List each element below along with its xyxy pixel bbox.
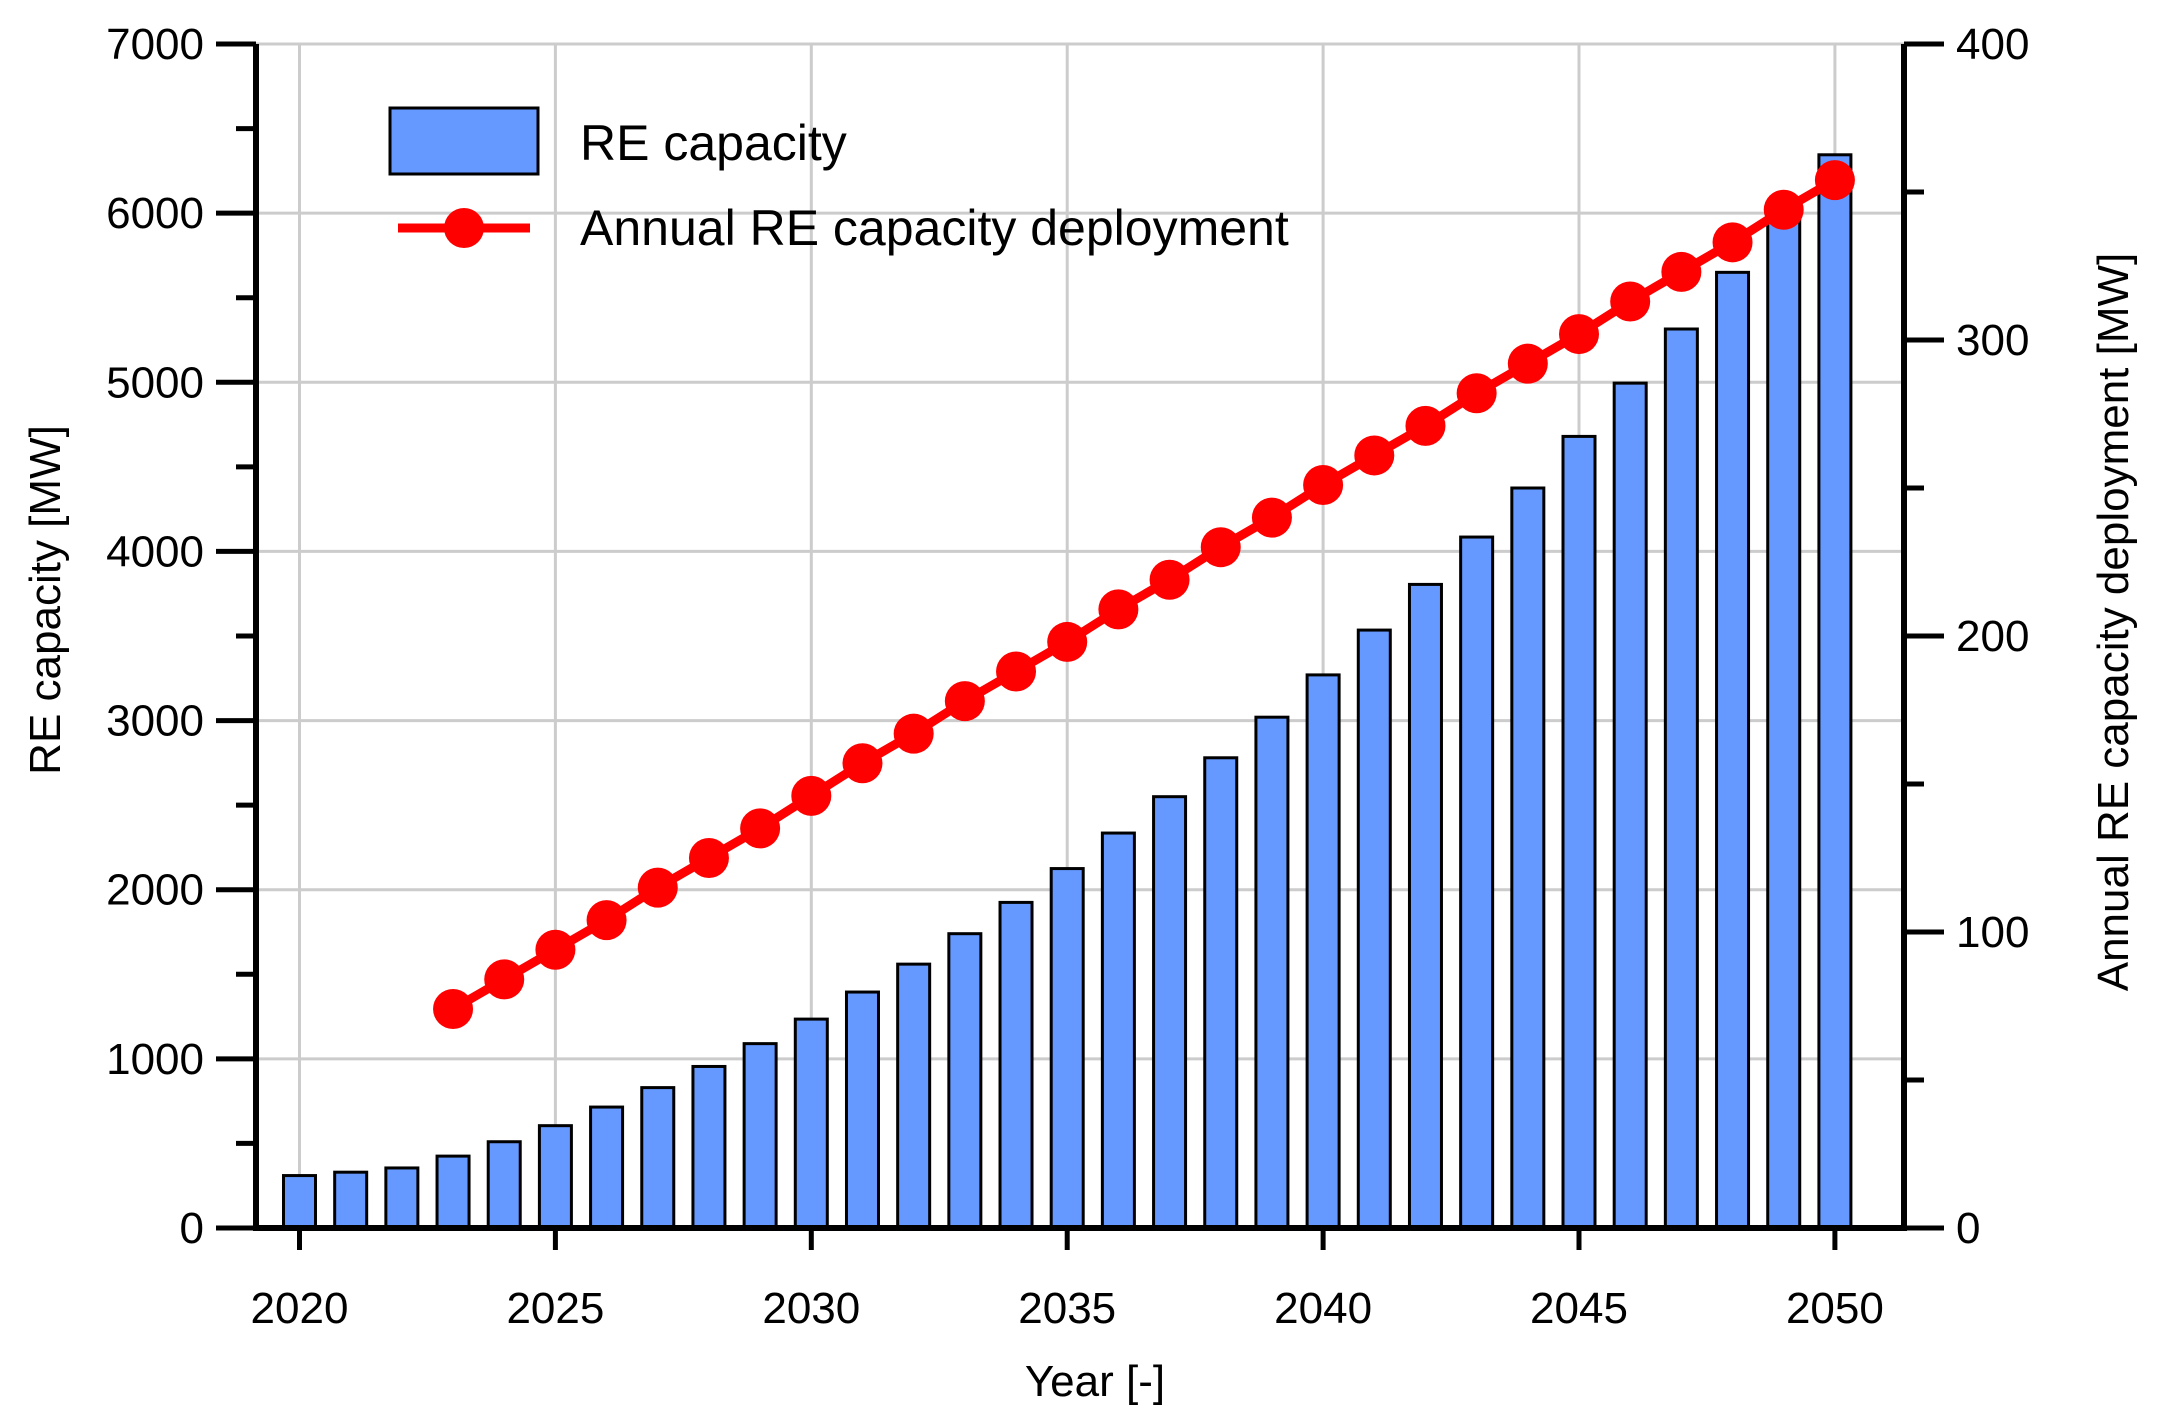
bar-2038 (1203, 756, 1239, 1230)
deployment-marker-2033 (944, 681, 985, 722)
left-tick-label: 7000 (106, 20, 204, 69)
deployment-marker-2044 (1507, 343, 1548, 384)
bar-2027 (640, 1086, 676, 1230)
bar-2024 (486, 1140, 522, 1230)
bar-2028 (691, 1064, 727, 1230)
deployment-marker-2024 (484, 959, 525, 1000)
bar-2029 (742, 1042, 778, 1230)
bar-2042 (1407, 582, 1443, 1230)
bar-2031 (844, 990, 880, 1230)
right-axis-title: Annual RE capacity deployment [MW] (2089, 253, 2138, 992)
deployment-marker-2041 (1354, 435, 1395, 476)
x-tick-label: 2050 (1786, 1284, 1884, 1333)
right-axis-ticks: 0 100 200 300 400 (1904, 20, 2029, 1253)
bar-2037 (1152, 795, 1188, 1230)
right-tick-label: 300 (1956, 316, 2029, 365)
bar-2046 (1612, 381, 1648, 1230)
bar-2021 (333, 1170, 369, 1230)
bar-2043 (1459, 535, 1495, 1230)
legend: RE capacity Annual RE capacity deploymen… (388, 106, 1289, 256)
bar-2020 (282, 1174, 318, 1230)
deployment-marker-2045 (1559, 314, 1600, 355)
left-tick-label: 4000 (106, 527, 204, 576)
bar-2040 (1305, 673, 1341, 1230)
deployment-marker-2040 (1303, 465, 1344, 506)
legend-label-re-capacity: RE capacity (580, 115, 847, 171)
right-tick-label: 100 (1956, 908, 2029, 957)
legend-label-annual-deployment: Annual RE capacity deployment (580, 200, 1289, 256)
deployment-line (450, 176, 1838, 1013)
bar-2023 (435, 1154, 471, 1230)
deployment-marker-2037 (1149, 559, 1190, 600)
bar-2026 (589, 1105, 625, 1230)
deployment-marker-2047 (1661, 251, 1702, 292)
bar-2045 (1561, 434, 1597, 1230)
left-tick-label: 0 (180, 1204, 204, 1253)
x-tick-label: 2035 (1018, 1284, 1116, 1333)
left-axis-ticks: 0 1000 2000 3000 4000 5000 6000 7000 (106, 20, 256, 1253)
deployment-marker-2031 (842, 743, 883, 784)
deployment-marker-2035 (1047, 621, 1088, 662)
bar-2033 (947, 932, 983, 1230)
deployment-marker-2023 (433, 988, 474, 1029)
line-series-annual-deployment (433, 160, 1855, 1029)
deployment-marker-2039 (1251, 497, 1292, 538)
right-tick-label: 0 (1956, 1204, 1980, 1253)
bar-2030 (793, 1017, 829, 1230)
deployment-marker-2048 (1712, 222, 1753, 263)
bar-2050 (1817, 153, 1853, 1230)
x-axis-title: Year [-] (1025, 1357, 1165, 1406)
right-tick-label: 200 (1956, 612, 2029, 661)
legend-swatch-bar (388, 106, 540, 176)
deployment-marker-2032 (893, 713, 934, 754)
x-tick-label: 2025 (506, 1284, 604, 1333)
deployment-marker-2026 (586, 900, 627, 941)
x-axis-ticks: 2020 2025 2030 2035 2040 2045 2050 (251, 1228, 1884, 1333)
left-tick-label: 5000 (106, 358, 204, 407)
bar-2047 (1663, 327, 1699, 1230)
left-tick-label: 3000 (106, 697, 204, 746)
deployment-marker-2034 (996, 651, 1037, 692)
x-tick-label: 2020 (251, 1284, 349, 1333)
deployment-marker-2029 (740, 808, 781, 849)
left-axis-title: RE capacity [MW] (21, 425, 70, 775)
deployment-marker-2025 (535, 929, 576, 970)
left-tick-label: 2000 (106, 866, 204, 915)
bar-2044 (1510, 486, 1546, 1230)
x-tick-label: 2030 (762, 1284, 860, 1333)
x-tick-label: 2040 (1274, 1284, 1372, 1333)
left-tick-label: 6000 (106, 189, 204, 238)
deployment-marker-2038 (1200, 527, 1241, 568)
deployment-marker-2049 (1763, 189, 1804, 230)
bar-2034 (998, 900, 1034, 1230)
deployment-marker-2027 (637, 867, 678, 908)
x-tick-label: 2045 (1530, 1284, 1628, 1333)
deployment-marker-2028 (688, 838, 729, 878)
deployment-marker-2030 (791, 775, 832, 816)
left-tick-label: 1000 (106, 1035, 204, 1084)
deployment-marker-2050 (1814, 160, 1855, 201)
deployment-marker-2036 (1098, 589, 1139, 630)
bar-2039 (1254, 715, 1290, 1230)
bar-2035 (1049, 867, 1085, 1230)
bar-2041 (1356, 628, 1392, 1230)
bar-2025 (537, 1124, 573, 1230)
bar-2036 (1100, 831, 1136, 1230)
deployment-marker-2042 (1405, 405, 1446, 446)
deployment-marker-2046 (1610, 281, 1651, 322)
bar-2032 (896, 962, 932, 1230)
bar-2048 (1715, 270, 1751, 1230)
bar-2049 (1766, 212, 1802, 1230)
bar-2022 (384, 1166, 420, 1230)
legend-swatch-marker (444, 208, 484, 248)
right-tick-label: 400 (1956, 20, 2029, 69)
deployment-marker-2043 (1456, 373, 1497, 414)
